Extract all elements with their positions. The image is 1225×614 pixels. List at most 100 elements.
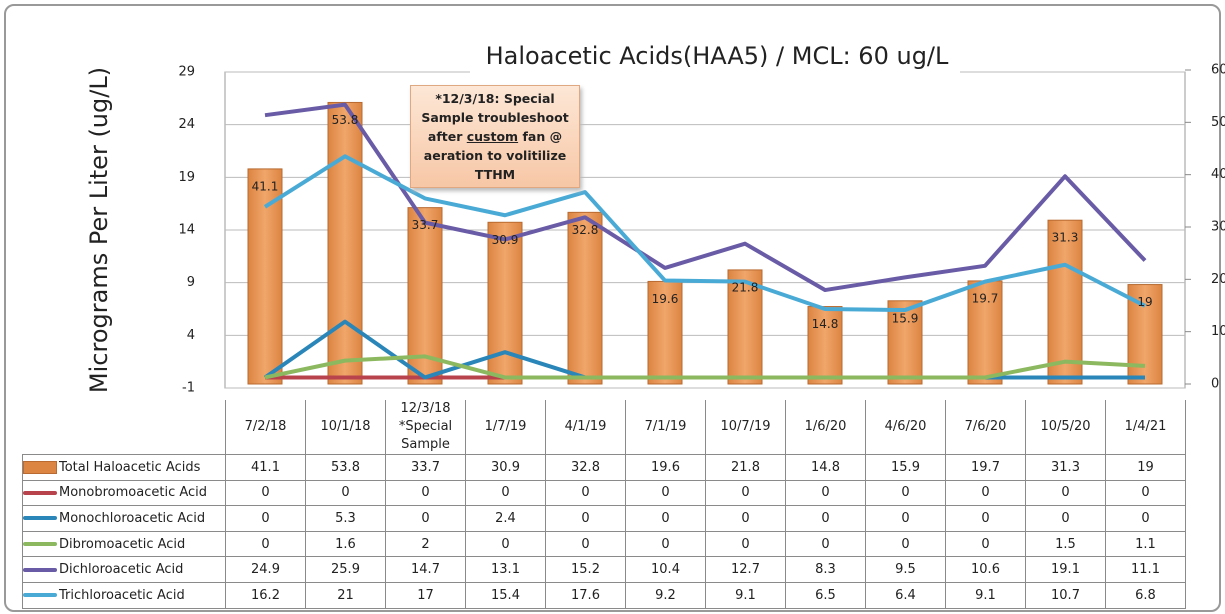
bar	[567, 211, 603, 385]
x-tick-label: 1/7/19	[484, 419, 527, 434]
y2-tick-label: 40	[1211, 167, 1225, 182]
table-value: 5.3	[305, 505, 386, 532]
x-tick-label: 12/3/18 *Special Sample	[398, 401, 453, 452]
table-value: 0	[385, 505, 466, 532]
table-value: 0	[945, 530, 1026, 558]
bar	[887, 300, 923, 385]
x-tick-label: 7/1/19	[644, 419, 687, 434]
table-value: 19.6	[625, 454, 706, 481]
table-value: 15.9	[865, 454, 946, 481]
x-tick-label: 7/6/20	[964, 419, 1007, 434]
bar-value-label: 33.7	[412, 218, 439, 232]
table-value: 0	[385, 479, 466, 507]
table-value: 14.8	[785, 454, 866, 481]
table-value: 0	[785, 530, 866, 558]
annotation-text: *12/3/18: Special Sample troubleshoot af…	[421, 91, 569, 144]
table-value: 10.4	[625, 556, 706, 583]
title-bg	[470, 45, 960, 75]
table-value: 14.7	[385, 556, 466, 583]
table-value: 21.8	[705, 454, 786, 481]
table-value: 0	[705, 505, 786, 532]
table-value: 19.7	[945, 454, 1026, 481]
table-value: 0	[625, 479, 706, 507]
table-value: 0	[1105, 505, 1186, 532]
series-row: Monobromoacetic Acid 0 0 0 0 0 0 0 0 0 0 0 0	[22, 479, 1186, 507]
table-value: 21	[305, 581, 386, 609]
y2-tick-label: 50	[1211, 115, 1225, 130]
legend-entry: Monochloroacetic Acid	[22, 505, 226, 532]
table-value: 17.6	[545, 581, 626, 609]
y-tick-label: 9	[187, 275, 195, 290]
plot: -1 4 9 14 19 24 29 0 10 20 30 40 50 60 41.1 53.8 33.7 30.…	[178, 63, 1225, 396]
table-value: 41.1	[225, 454, 306, 481]
y-axis-label: Micrograms Per Liter (ug/L)	[85, 67, 113, 393]
category-cell: 4/6/20	[865, 400, 946, 455]
table-value: 6.8	[1105, 581, 1186, 609]
table-value: 0	[465, 530, 546, 558]
y2-tick-label: 0	[1211, 377, 1219, 392]
legend-label: Monochloroacetic Acid	[59, 510, 206, 526]
bar-value-label: 21.8	[732, 280, 759, 294]
table-value: 0	[1025, 505, 1106, 532]
annotation-text: custom	[466, 129, 519, 144]
bar-value-label: 32.8	[572, 223, 599, 237]
annotation: *12/3/18: Special Sample troubleshoot af…	[410, 85, 580, 188]
x-tick-label: 4/6/20	[884, 419, 927, 434]
table-value: 0	[865, 530, 946, 558]
y2-tick-label: 10	[1211, 324, 1225, 339]
table-value: 16.2	[225, 581, 306, 609]
category-cell: 7/1/19	[625, 400, 706, 455]
table-value: 0	[225, 530, 306, 558]
bar-value-label: 31.3	[1052, 231, 1079, 245]
x-tick-label: 1/6/20	[804, 419, 847, 434]
legend-label: Trichloroacetic Acid	[59, 587, 185, 603]
table-value: 13.1	[465, 556, 546, 583]
series-row: Total Haloacetic Acids 41.1 53.8 33.7 30.9 32…	[22, 454, 1186, 481]
bar-value-label: 19.6	[652, 292, 679, 306]
table-value: 0	[625, 505, 706, 532]
category-cell: 10/1/18	[305, 400, 386, 455]
blank	[23, 400, 226, 455]
legend-label: Total Haloacetic Acids	[59, 459, 201, 475]
frame	[4, 4, 1221, 612]
chart-title: Haloacetic Acids(HAA5) / MCL: 60 ug/L	[486, 42, 949, 70]
table-value: 0	[865, 479, 946, 507]
table-value: 1.1	[1105, 530, 1186, 558]
bar	[1047, 219, 1083, 385]
line-series	[263, 319, 1145, 380]
legend-entry: Total Haloacetic Acids	[22, 454, 226, 481]
y2-tick-label: 30	[1211, 220, 1225, 235]
table-value: 25.9	[305, 556, 386, 583]
x-tick-label: 1/4/21	[1124, 419, 1167, 434]
table-value: 15.2	[545, 556, 626, 583]
table-value: 17	[385, 581, 466, 609]
bar	[647, 280, 683, 385]
table-value: 31.3	[1025, 454, 1106, 481]
table-value: 19.1	[1025, 556, 1106, 583]
table-value: 9.2	[625, 581, 706, 609]
table-value: 0	[945, 479, 1026, 507]
table-value: 10.6	[945, 556, 1026, 583]
bar	[807, 306, 843, 385]
y-tick-label: 4	[187, 328, 195, 343]
table-value: 0	[545, 479, 626, 507]
table-value: 24.9	[225, 556, 306, 583]
table-value: 9.1	[705, 581, 786, 609]
y-tick-label: -1	[182, 381, 195, 396]
bar-value-label: 41.1	[252, 179, 279, 193]
series-row: Dibromoacetic Acid 0 1.6 2 0 0 0 0 0 0 0 1.5 1.1	[22, 530, 1186, 558]
table-value: 15.4	[465, 581, 546, 609]
line-series	[264, 354, 1146, 380]
bar-value-label: 53.8	[332, 113, 359, 127]
legend-swatch	[23, 567, 57, 572]
table-value: 1.6	[305, 530, 386, 558]
legend-entry: Monobromoacetic Acid	[22, 479, 226, 507]
legend-swatch	[23, 516, 57, 521]
bar-value-label: 15.9	[892, 311, 919, 325]
table-value: 0	[305, 479, 386, 507]
y-tick-label: 24	[178, 117, 195, 132]
x-tick-label: 10/5/20	[1040, 419, 1091, 434]
table-value: 0	[945, 505, 1026, 532]
category-cell: 1/4/21	[1105, 400, 1186, 455]
table-value: 0	[545, 530, 626, 558]
